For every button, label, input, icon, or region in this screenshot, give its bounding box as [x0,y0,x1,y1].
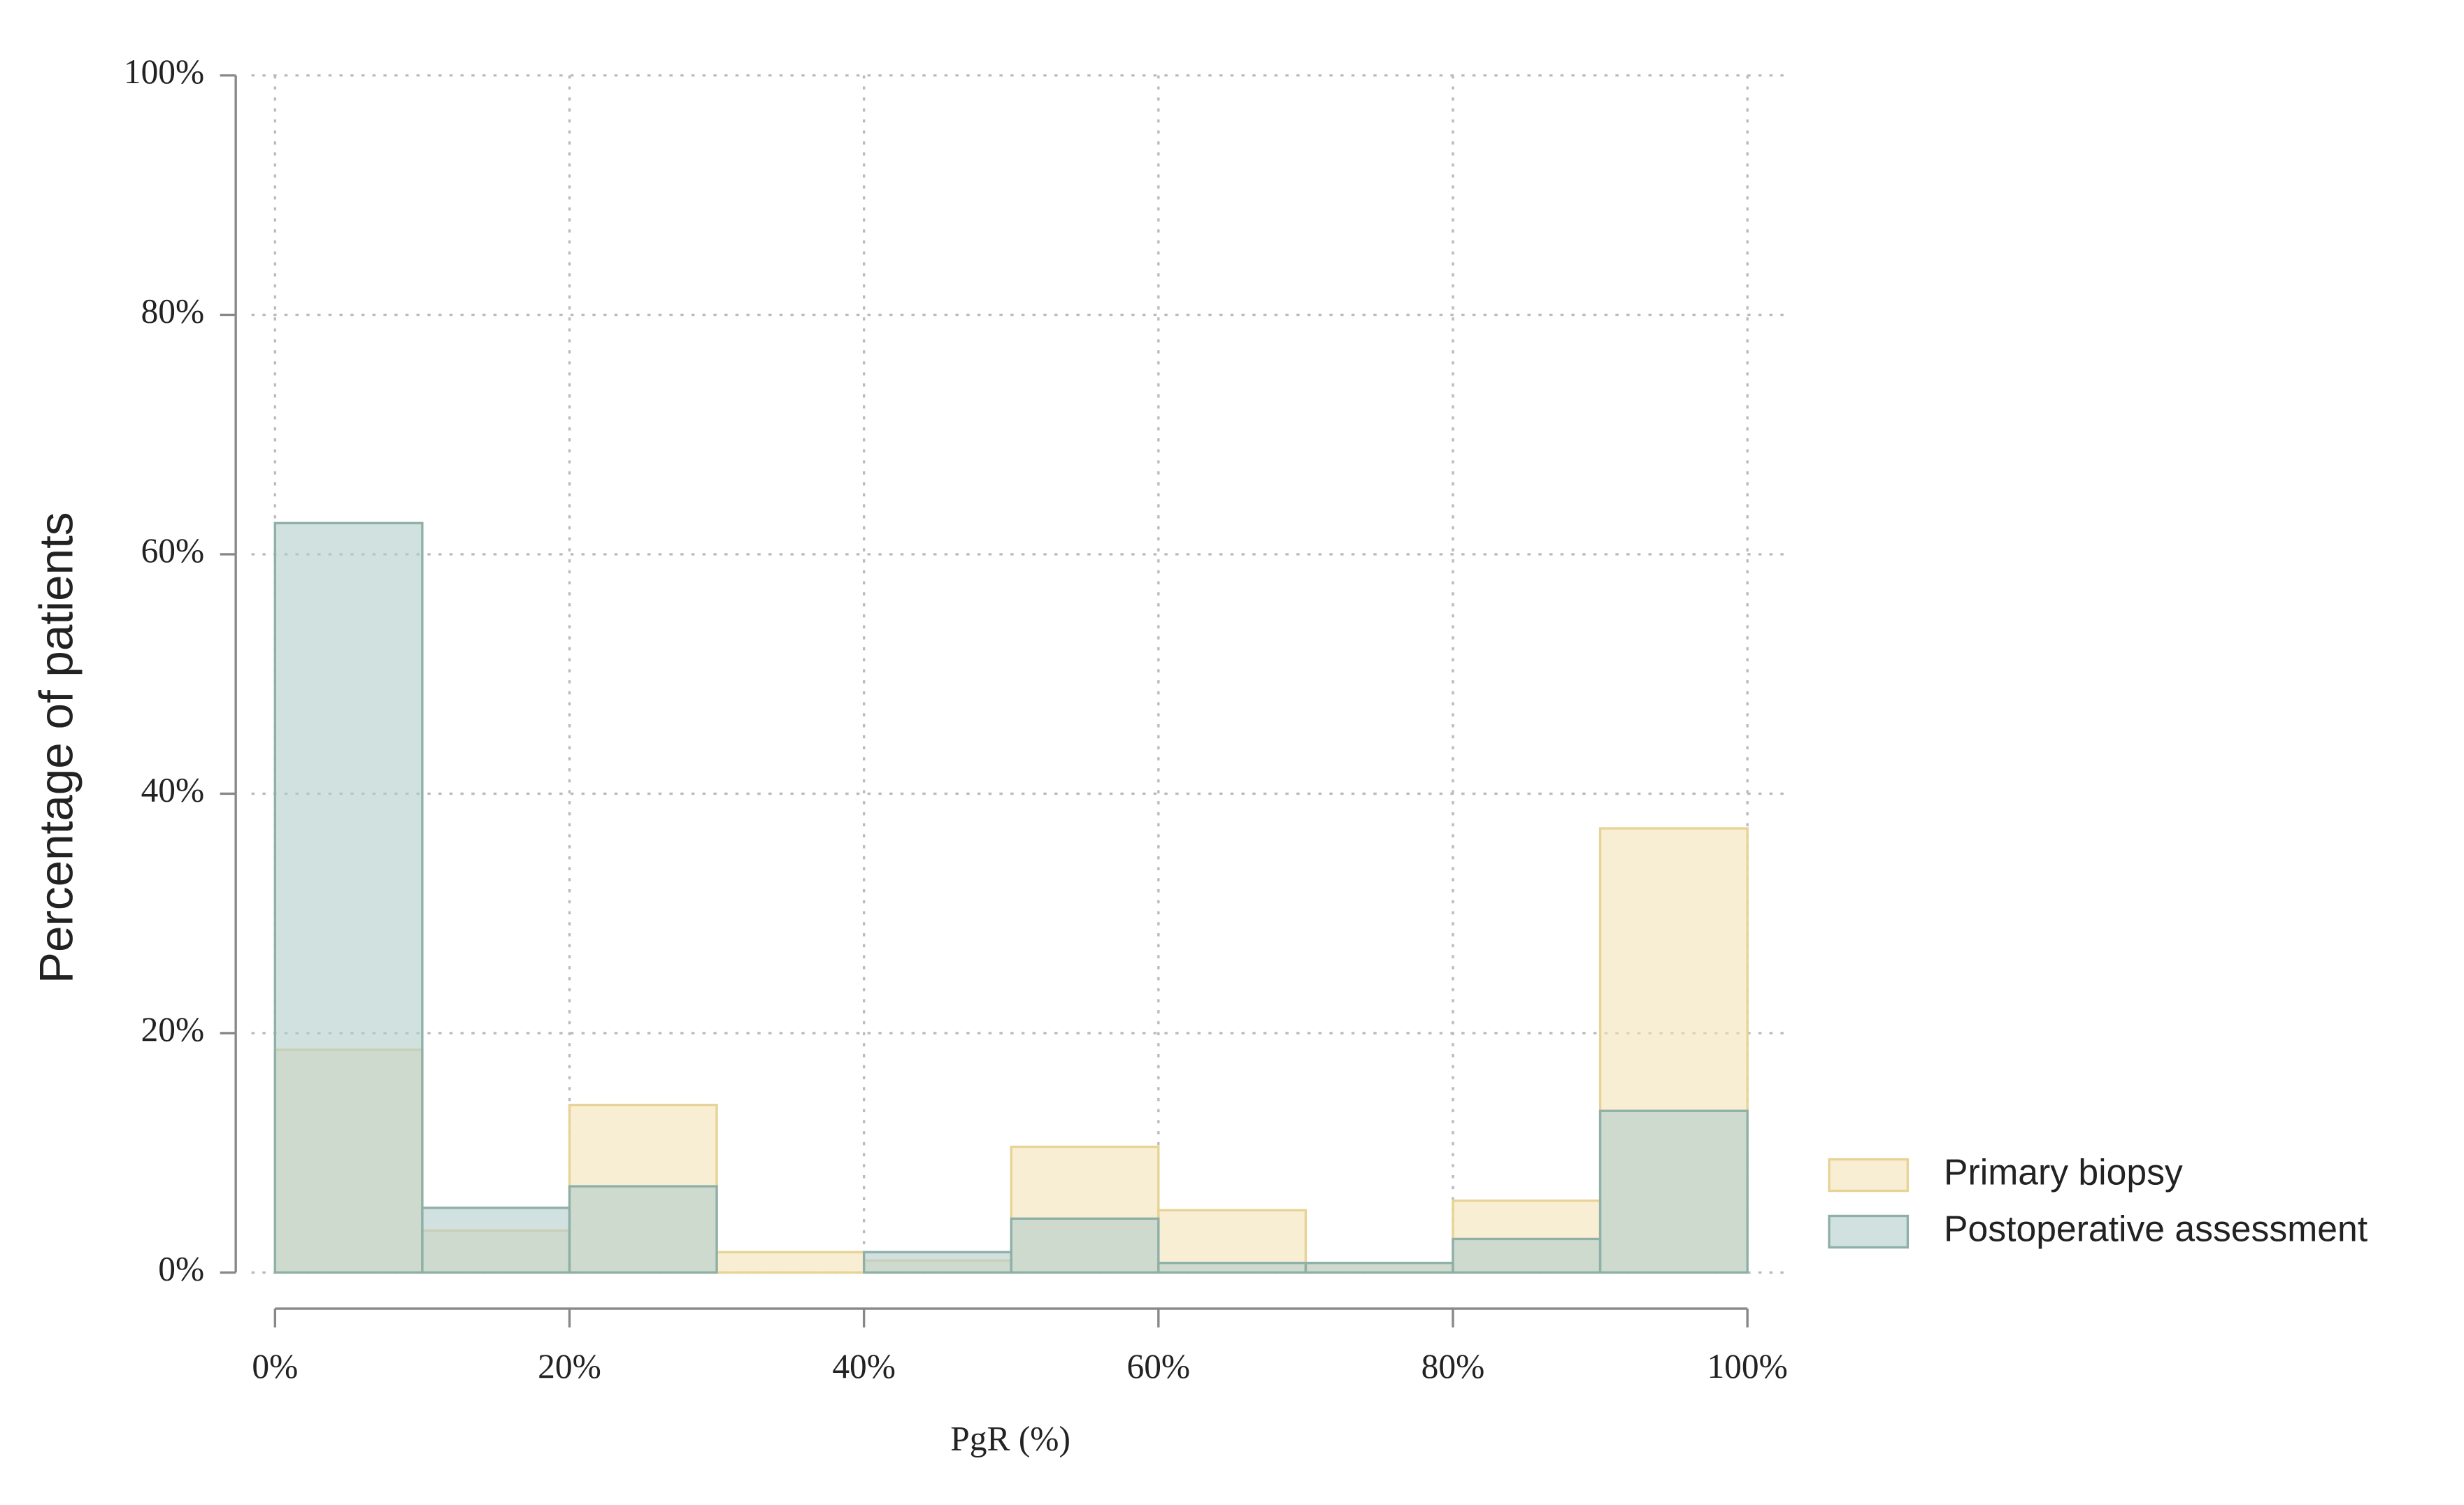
y-tick-label: 0% [158,1250,204,1288]
histogram-bar [568,1185,718,1274]
histogram-bar [273,521,424,1274]
x-tick-label: 0% [252,1347,298,1385]
x-axis-label: PgR (%) [950,1419,1070,1457]
histogram-bar [1010,1217,1160,1274]
histogram-bar [715,1251,866,1274]
histogram-bar [1304,1262,1454,1274]
histogram-bar [421,1207,571,1274]
y-tick-label: 60% [141,531,205,570]
histogram-bar [1452,1237,1602,1274]
x-tick-label: 100% [1707,1347,1787,1385]
y-tick-label: 20% [141,1010,205,1049]
x-tick-label: 60% [1127,1347,1191,1385]
legend-swatch [1828,1214,1910,1249]
histogram-bar [1598,1109,1749,1274]
legend-label: Primary biopsy [1944,1152,2183,1193]
x-tick-label: 80% [1421,1347,1485,1385]
y-tick-label: 40% [141,771,205,809]
legend-swatch [1828,1158,1910,1193]
histogram-bar [862,1251,1012,1274]
histogram-bar [1157,1262,1308,1274]
legend-label: Postoperative assessment [1944,1209,2368,1249]
y-axis-label: Percentage of patients [30,512,83,984]
x-tick-label: 40% [832,1347,896,1385]
y-tick-label: 100% [124,52,204,91]
x-tick-label: 20% [538,1347,601,1385]
y-tick-label: 80% [141,292,205,331]
